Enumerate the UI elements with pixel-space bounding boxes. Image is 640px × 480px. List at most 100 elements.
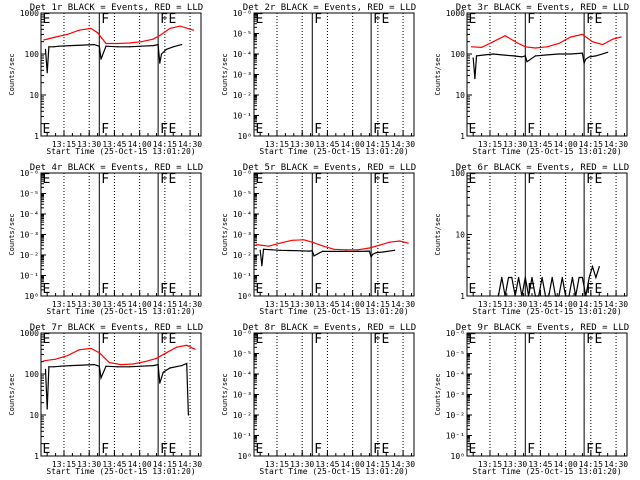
- plot-frame: [466, 172, 628, 297]
- y-tick-label: 10⁰: [238, 132, 252, 141]
- marker-label: E: [595, 442, 603, 457]
- marker-label: F: [586, 282, 594, 297]
- panel-title: Det 5r BLACK = Events, RED = LLD: [243, 163, 416, 173]
- marker-label: F: [160, 442, 168, 457]
- data-point: [70, 45, 72, 47]
- data-point: [620, 36, 622, 38]
- y-tick-label: 1000: [446, 9, 465, 18]
- y-axis-label: Counts/sec: [434, 53, 442, 95]
- data-point: [534, 47, 536, 49]
- data-point: [48, 366, 50, 368]
- x-axis-label: Start Time (25-Oct-15 13:01:20): [472, 467, 621, 476]
- series-line: [44, 43, 182, 73]
- data-point: [152, 45, 154, 47]
- data-point: [160, 33, 163, 36]
- data-point: [484, 54, 486, 56]
- y-tick-label: 10⁻⁶: [233, 329, 252, 338]
- marker-label: F: [314, 122, 322, 137]
- x-tick-label: 13:15: [52, 300, 76, 309]
- x-tick-label: 14:30: [604, 460, 628, 469]
- marker-label: F: [160, 122, 168, 137]
- x-tick-label: 14:30: [178, 300, 202, 309]
- data-point: [607, 51, 609, 53]
- data-point: [181, 365, 183, 367]
- data-point: [117, 46, 119, 48]
- x-tick-label: 14:15: [366, 140, 390, 149]
- data-point: [66, 355, 68, 357]
- panel-title: Det 7r BLACK = Events, RED = LLD: [30, 323, 203, 333]
- marker-label: F: [527, 332, 535, 347]
- y-tick-label: 100: [451, 169, 466, 178]
- marker-label: F: [373, 442, 381, 457]
- data-point: [595, 276, 597, 279]
- marker-label: F: [101, 282, 109, 297]
- x-axis-label: Start Time (25-Oct-15 13:01:20): [472, 147, 621, 156]
- data-point: [172, 46, 174, 48]
- data-point: [475, 55, 478, 57]
- data-point: [581, 52, 584, 54]
- x-tick-label: 13:45: [528, 460, 552, 469]
- plot-frame: [253, 172, 415, 297]
- marker-label: E: [595, 12, 603, 27]
- y-tick-label: 10⁻⁵: [233, 190, 252, 199]
- y-tick-label: 10: [29, 411, 39, 420]
- data-point: [492, 53, 494, 55]
- data-point: [531, 276, 533, 279]
- y-tick-label: 10⁻³: [233, 71, 252, 80]
- panel-8: Det 8r BLACK = Events, RED = LLD Counts/s…: [221, 323, 416, 476]
- x-tick-label: 13:30: [77, 140, 101, 149]
- panel-5: Det 5r BLACK = Events, RED = LLD Counts/s…: [221, 163, 416, 316]
- y-tick-label: 1000: [20, 9, 39, 18]
- data-point: [524, 276, 526, 279]
- marker-label: F: [101, 332, 109, 347]
- y-tick-label: 10⁻³: [20, 231, 39, 240]
- data-point: [128, 46, 131, 48]
- data-point: [472, 57, 474, 59]
- x-tick-label: 13:45: [102, 140, 126, 149]
- marker-label: E: [42, 332, 50, 347]
- data-point: [345, 249, 347, 251]
- data-point: [120, 363, 122, 366]
- data-point: [585, 58, 587, 60]
- data-point: [186, 362, 188, 365]
- data-point: [169, 27, 171, 30]
- data-point: [279, 242, 281, 244]
- x-tick-label: 13:45: [102, 460, 126, 469]
- x-axis-label: Start Time (25-Oct-15 13:01:20): [46, 147, 195, 156]
- data-point: [117, 366, 119, 368]
- y-tick-label: 1: [460, 292, 465, 301]
- y-tick-label: 10⁻¹: [233, 432, 252, 441]
- marker-label: E: [595, 332, 603, 347]
- data-point: [105, 42, 107, 45]
- x-tick-label: 13:30: [77, 300, 101, 309]
- data-point: [140, 45, 142, 47]
- data-point: [546, 46, 548, 48]
- data-point: [333, 250, 335, 252]
- y-tick-label: 10⁰: [238, 292, 252, 301]
- data-point: [98, 45, 100, 47]
- data-point: [60, 365, 62, 367]
- data-point: [108, 361, 110, 364]
- marker-label: F: [314, 332, 322, 347]
- series-line: [43, 344, 196, 366]
- data-point: [524, 46, 526, 48]
- x-tick-label: 14:00: [554, 460, 578, 469]
- data-point: [581, 33, 584, 36]
- y-tick-label: 1: [460, 132, 465, 141]
- data-point: [54, 36, 57, 38]
- data-point: [90, 347, 92, 350]
- y-tick-label: 10: [29, 91, 39, 100]
- x-tick-label: 14:30: [178, 460, 202, 469]
- data-point: [128, 42, 131, 44]
- data-point: [521, 56, 523, 58]
- marker-label: F: [586, 172, 594, 187]
- y-tick-label: 10⁻³: [233, 231, 252, 240]
- y-tick-label: 10⁻⁶: [233, 9, 252, 18]
- data-point: [288, 249, 290, 252]
- x-tick-label: 14:00: [341, 300, 365, 309]
- marker-label: F: [314, 442, 322, 457]
- data-point: [311, 250, 313, 252]
- y-axis-label: Counts/sec: [221, 373, 229, 415]
- data-point: [612, 38, 614, 40]
- y-tick-label: 10⁻⁴: [233, 50, 252, 59]
